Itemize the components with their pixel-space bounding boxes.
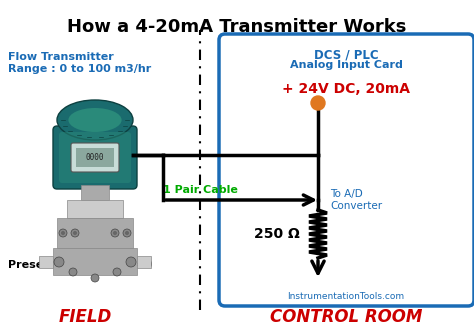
Ellipse shape (57, 100, 133, 140)
Text: How a 4-20mA Transmitter Works: How a 4-20mA Transmitter Works (67, 18, 407, 36)
Circle shape (69, 268, 77, 276)
Bar (81, 185, 109, 200)
Text: Flow Transmitter
Range : 0 to 100 m3/hr: Flow Transmitter Range : 0 to 100 m3/hr (8, 52, 151, 74)
Ellipse shape (68, 108, 122, 132)
Bar (67, 200, 123, 218)
Circle shape (61, 231, 65, 235)
Text: Analog Input Card: Analog Input Card (290, 60, 402, 70)
Text: DCS / PLC: DCS / PLC (314, 48, 378, 61)
Text: CONTROL ROOM: CONTROL ROOM (270, 308, 422, 324)
Text: 1 Pair Cable: 1 Pair Cable (163, 185, 237, 195)
Circle shape (113, 268, 121, 276)
Bar (57, 218, 133, 248)
Circle shape (111, 229, 119, 237)
Text: InstrumentationTools.com: InstrumentationTools.com (287, 292, 405, 301)
Circle shape (126, 257, 136, 267)
Text: Present Flow Value = 0: Present Flow Value = 0 (8, 260, 153, 270)
FancyBboxPatch shape (219, 34, 474, 306)
FancyBboxPatch shape (59, 132, 131, 183)
Circle shape (113, 231, 117, 235)
Circle shape (71, 229, 79, 237)
FancyBboxPatch shape (71, 143, 119, 172)
Text: 0000: 0000 (86, 153, 104, 161)
FancyBboxPatch shape (53, 126, 137, 189)
Circle shape (91, 274, 99, 282)
Circle shape (123, 229, 131, 237)
Circle shape (73, 231, 77, 235)
Text: To A/D
Converter: To A/D Converter (330, 189, 382, 211)
Circle shape (125, 231, 129, 235)
Bar (39, 256, 53, 268)
Text: 250 Ω: 250 Ω (254, 227, 300, 241)
FancyBboxPatch shape (76, 148, 114, 167)
Bar (53, 248, 137, 275)
Bar (137, 256, 151, 268)
Circle shape (59, 229, 67, 237)
Circle shape (54, 257, 64, 267)
Circle shape (311, 96, 325, 110)
Text: FIELD: FIELD (58, 308, 111, 324)
Text: + 24V DC, 20mA: + 24V DC, 20mA (282, 82, 410, 96)
